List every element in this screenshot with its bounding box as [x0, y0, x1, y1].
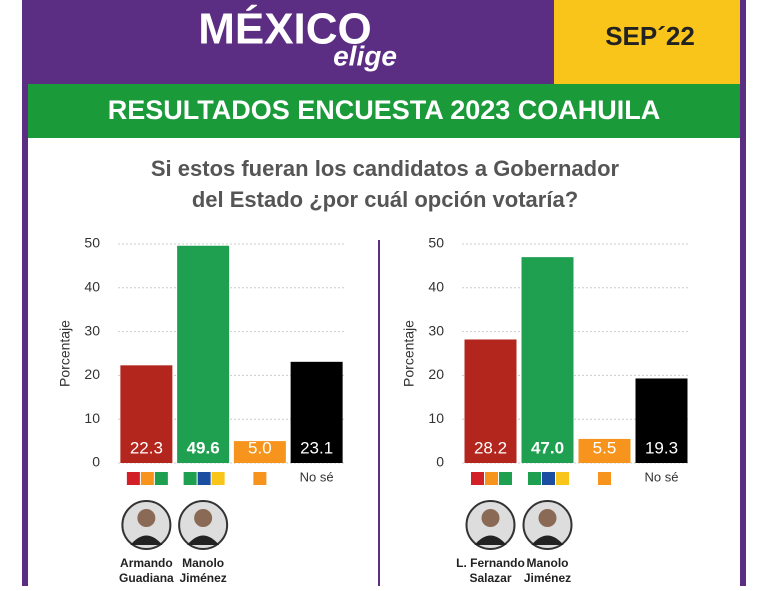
y-tick-label: 30 [428, 322, 444, 338]
y-tick-label: 50 [428, 235, 444, 251]
party-logo [556, 472, 569, 485]
party-logo [154, 472, 168, 485]
candidate-name: Manolo [182, 556, 224, 570]
candidate-body [130, 535, 163, 545]
party-logo [140, 472, 154, 485]
party-logo [126, 472, 140, 485]
value-label: 49.6 [187, 438, 220, 457]
question-line: Si estos fueran los candidatos a Goberna… [151, 156, 620, 181]
candidate-name: Armando [120, 556, 173, 570]
logo-sub: elige [333, 40, 397, 71]
y-axis-label: Porcentaje [401, 320, 417, 387]
candidate-name: Jiménez [179, 571, 226, 585]
y-tick-label: 10 [428, 410, 444, 426]
date: SEP´22 [605, 21, 695, 51]
y-tick-label: 20 [428, 366, 444, 382]
date-box [554, 0, 746, 84]
candidate-head [481, 509, 500, 527]
value-label: 19.3 [645, 438, 678, 457]
y-tick-label: 10 [84, 410, 100, 426]
y-tick-label: 0 [436, 454, 444, 470]
party-logo [183, 472, 197, 485]
party-logo [499, 472, 512, 485]
bar [578, 438, 631, 463]
y-tick-label: 20 [84, 366, 100, 382]
candidate-name: Jiménez [524, 571, 571, 585]
candidate-head [538, 509, 557, 527]
value-label: 5.0 [248, 438, 272, 457]
party-logo [485, 472, 498, 485]
top-band [22, 0, 554, 84]
logo: MÉXICO [198, 4, 372, 54]
y-tick-label: 50 [84, 235, 100, 251]
candidate-name: Guadiana [119, 571, 174, 585]
candidate-name: Salazar [469, 571, 511, 585]
y-tick-label: 40 [84, 279, 100, 295]
value-label: 5.5 [593, 438, 617, 457]
candidate-name: Manolo [527, 556, 569, 570]
candidate-head [194, 509, 213, 527]
frame-right [740, 0, 746, 586]
party-logo [542, 472, 555, 485]
value-label: 22.3 [130, 438, 163, 457]
y-axis-label: Porcentaje [57, 320, 73, 387]
party-logo [471, 472, 484, 485]
y-tick-label: 0 [92, 454, 100, 470]
party-logo [528, 472, 541, 485]
bar [464, 339, 517, 463]
bar [521, 257, 574, 463]
value-label: 23.1 [300, 438, 333, 457]
bar [233, 441, 286, 463]
question-line: del Estado ¿por cuál opción votaría? [192, 187, 578, 212]
bar [635, 378, 688, 463]
candidate-name: L. Fernando [456, 556, 525, 570]
party-logo [197, 472, 211, 485]
value-label: 47.0 [531, 438, 564, 457]
bar [290, 361, 343, 463]
bar [120, 365, 173, 463]
y-tick-label: 40 [428, 279, 444, 295]
frame-left [22, 0, 28, 586]
candidate-body [187, 535, 220, 545]
x-tick-label: No sé [645, 469, 679, 484]
party-logo [211, 472, 225, 485]
candidate-body [531, 535, 564, 545]
bar [177, 245, 230, 463]
y-tick-label: 30 [84, 322, 100, 338]
banner [28, 84, 740, 138]
party-logo [253, 472, 267, 485]
party-logo [598, 472, 611, 485]
banner-title: RESULTADOS ENCUESTA 2023 COAHUILA [108, 95, 661, 125]
candidate-head [137, 509, 156, 527]
x-tick-label: No sé [300, 469, 334, 484]
value-label: 28.2 [474, 438, 507, 457]
candidate-body [474, 535, 507, 545]
